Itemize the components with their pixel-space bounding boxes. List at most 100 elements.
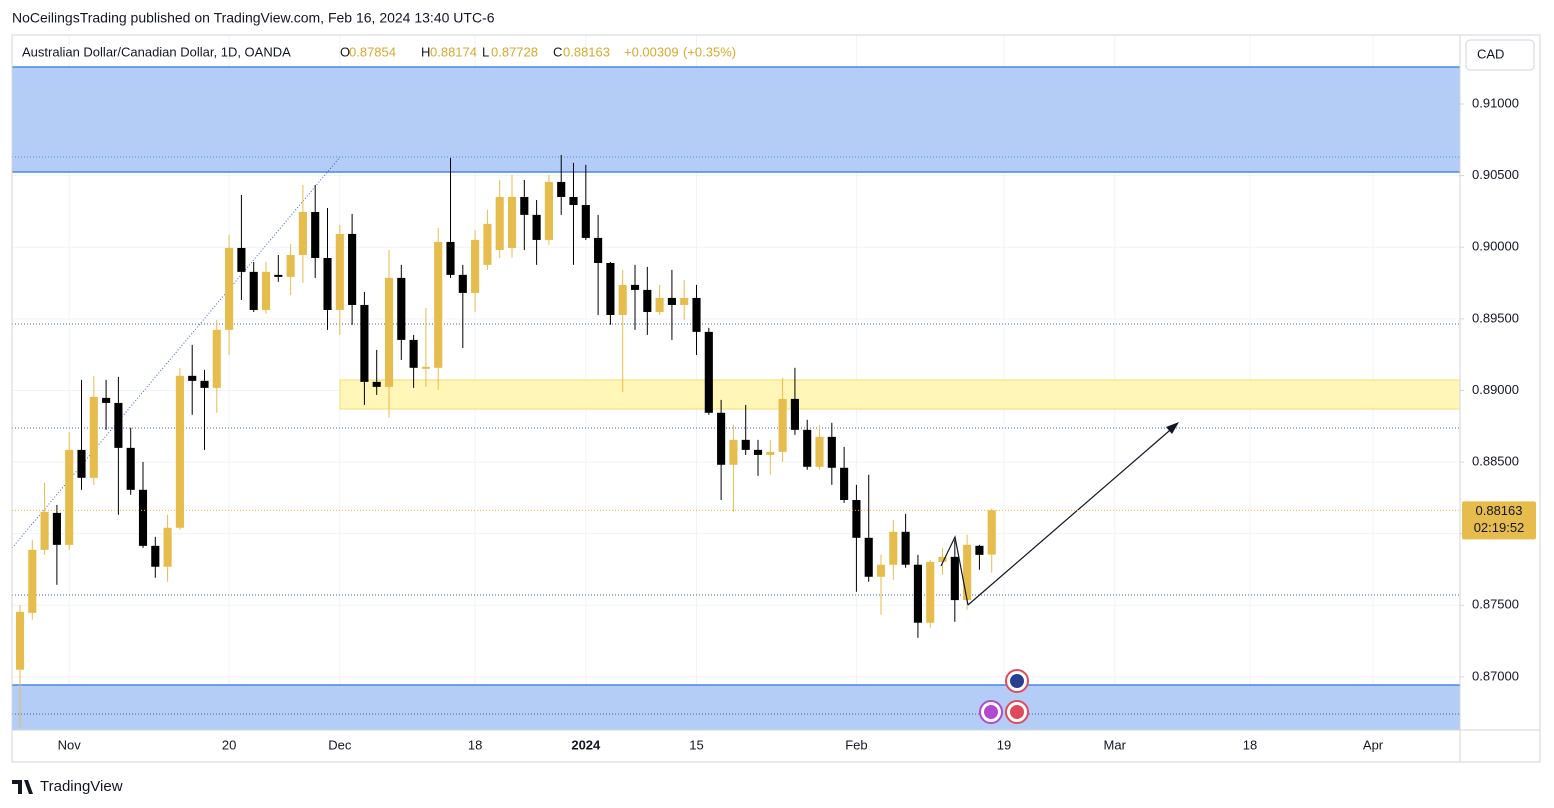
resistance-zone: [12, 67, 1460, 172]
candle-body: [175, 375, 184, 528]
x-tick-label: Dec: [328, 737, 352, 752]
candle-body: [901, 531, 910, 565]
y-tick-label: 0.91000: [1472, 95, 1519, 110]
candle-body: [138, 489, 148, 546]
candle-body: [151, 545, 160, 567]
candle-body: [864, 537, 873, 577]
candle-body: [40, 511, 49, 550]
candle-body: [532, 214, 541, 240]
flag-icon-fill: [1010, 674, 1024, 688]
candle-body: [237, 247, 246, 272]
candle-body: [163, 527, 172, 567]
candle-body: [569, 196, 578, 205]
candle-body: [397, 277, 406, 340]
ohlc-label: H: [421, 44, 430, 59]
candle-body: [421, 366, 430, 369]
candle-body: [889, 531, 898, 565]
candle-body: [286, 254, 295, 277]
candle-body: [249, 271, 258, 310]
arrow-head: [1166, 422, 1179, 434]
candle-body: [926, 561, 935, 623]
candle-body: [409, 339, 418, 368]
ohlc-value: 0.88174: [430, 44, 477, 59]
y-tick-label: 0.90500: [1472, 167, 1519, 182]
candle-body: [963, 544, 972, 601]
projection-arrow: [967, 424, 1177, 606]
candle-body: [15, 611, 25, 670]
x-tick-label: Mar: [1104, 737, 1127, 752]
candle-body: [852, 500, 861, 538]
byline: NoCeilingsTrading published on TradingVi…: [12, 10, 495, 26]
candle-body: [126, 447, 135, 490]
candle-body: [200, 380, 209, 388]
candle-body: [704, 331, 713, 413]
candle-body: [434, 241, 443, 368]
candle-body: [323, 257, 332, 310]
candle-body: [261, 271, 271, 310]
candle-body: [680, 297, 689, 305]
x-tick-label: 18: [1243, 737, 1257, 752]
x-tick-label: 18: [468, 737, 482, 752]
candle-body: [840, 467, 849, 501]
candle-body: [778, 398, 787, 452]
candle-body: [335, 233, 344, 310]
x-tick-label: 20: [222, 737, 236, 752]
candle-body: [594, 237, 603, 263]
candle-body: [741, 439, 750, 450]
support-zone: [12, 685, 1460, 730]
candle-body: [827, 436, 836, 468]
candle-body: [753, 449, 763, 455]
wave-path: [940, 535, 969, 606]
candle-body: [89, 396, 98, 478]
candle-body: [348, 233, 357, 305]
candle-body: [815, 436, 824, 467]
candle-body: [692, 297, 701, 332]
candle-body: [987, 510, 996, 555]
candle-body: [507, 196, 517, 248]
x-tick-label: 19: [997, 737, 1011, 752]
candle-body: [311, 212, 320, 258]
ohlc-value: 0.87728: [491, 44, 538, 59]
y-tick-label: 0.87000: [1472, 668, 1519, 683]
candle-body: [766, 451, 775, 455]
candle-body: [520, 196, 529, 215]
candle-body: [667, 297, 676, 305]
y-tick-label: 0.89000: [1472, 382, 1519, 397]
tradingview-logo: TradingView: [12, 778, 123, 795]
candle-body: [372, 381, 381, 387]
candle-body: [212, 329, 221, 388]
logo-text: TradingView: [40, 778, 123, 795]
y-tick-label: 0.87500: [1472, 597, 1519, 612]
candle-body: [655, 297, 664, 312]
currency-box[interactable]: [1465, 39, 1535, 71]
candle-body: [950, 556, 959, 601]
y-tick-label: 0.88500: [1472, 453, 1519, 468]
candle-body: [606, 262, 615, 315]
candle-body: [77, 449, 86, 478]
candle-body: [483, 223, 492, 265]
change-pct: (+0.35%): [683, 44, 736, 59]
candle-body: [544, 181, 553, 240]
ohlc-value: 0.87854: [349, 44, 396, 59]
ohlc-label: O: [340, 44, 350, 59]
x-tick-label: 2024: [571, 737, 601, 752]
candle-body: [618, 284, 627, 315]
chart-title: Australian Dollar/Canadian Dollar, 1D, O…: [22, 44, 291, 59]
candle-body: [630, 284, 640, 290]
candle-body: [446, 241, 455, 275]
candle-body: [225, 247, 234, 330]
candle-body: [913, 564, 922, 623]
candle-body: [28, 549, 37, 613]
x-tick-label: 15: [689, 737, 703, 752]
y-tick-label: 0.89500: [1472, 310, 1519, 325]
supply-zone: [339, 379, 1461, 410]
candle-body: [274, 274, 283, 277]
event-icon-fill: [984, 705, 998, 719]
x-tick-label: Nov: [58, 737, 82, 752]
candle-body: [471, 239, 480, 293]
candle-body: [360, 304, 369, 382]
ohlc-value: 0.88163: [563, 44, 610, 59]
candle-body: [938, 556, 947, 562]
candle-body: [581, 204, 590, 238]
